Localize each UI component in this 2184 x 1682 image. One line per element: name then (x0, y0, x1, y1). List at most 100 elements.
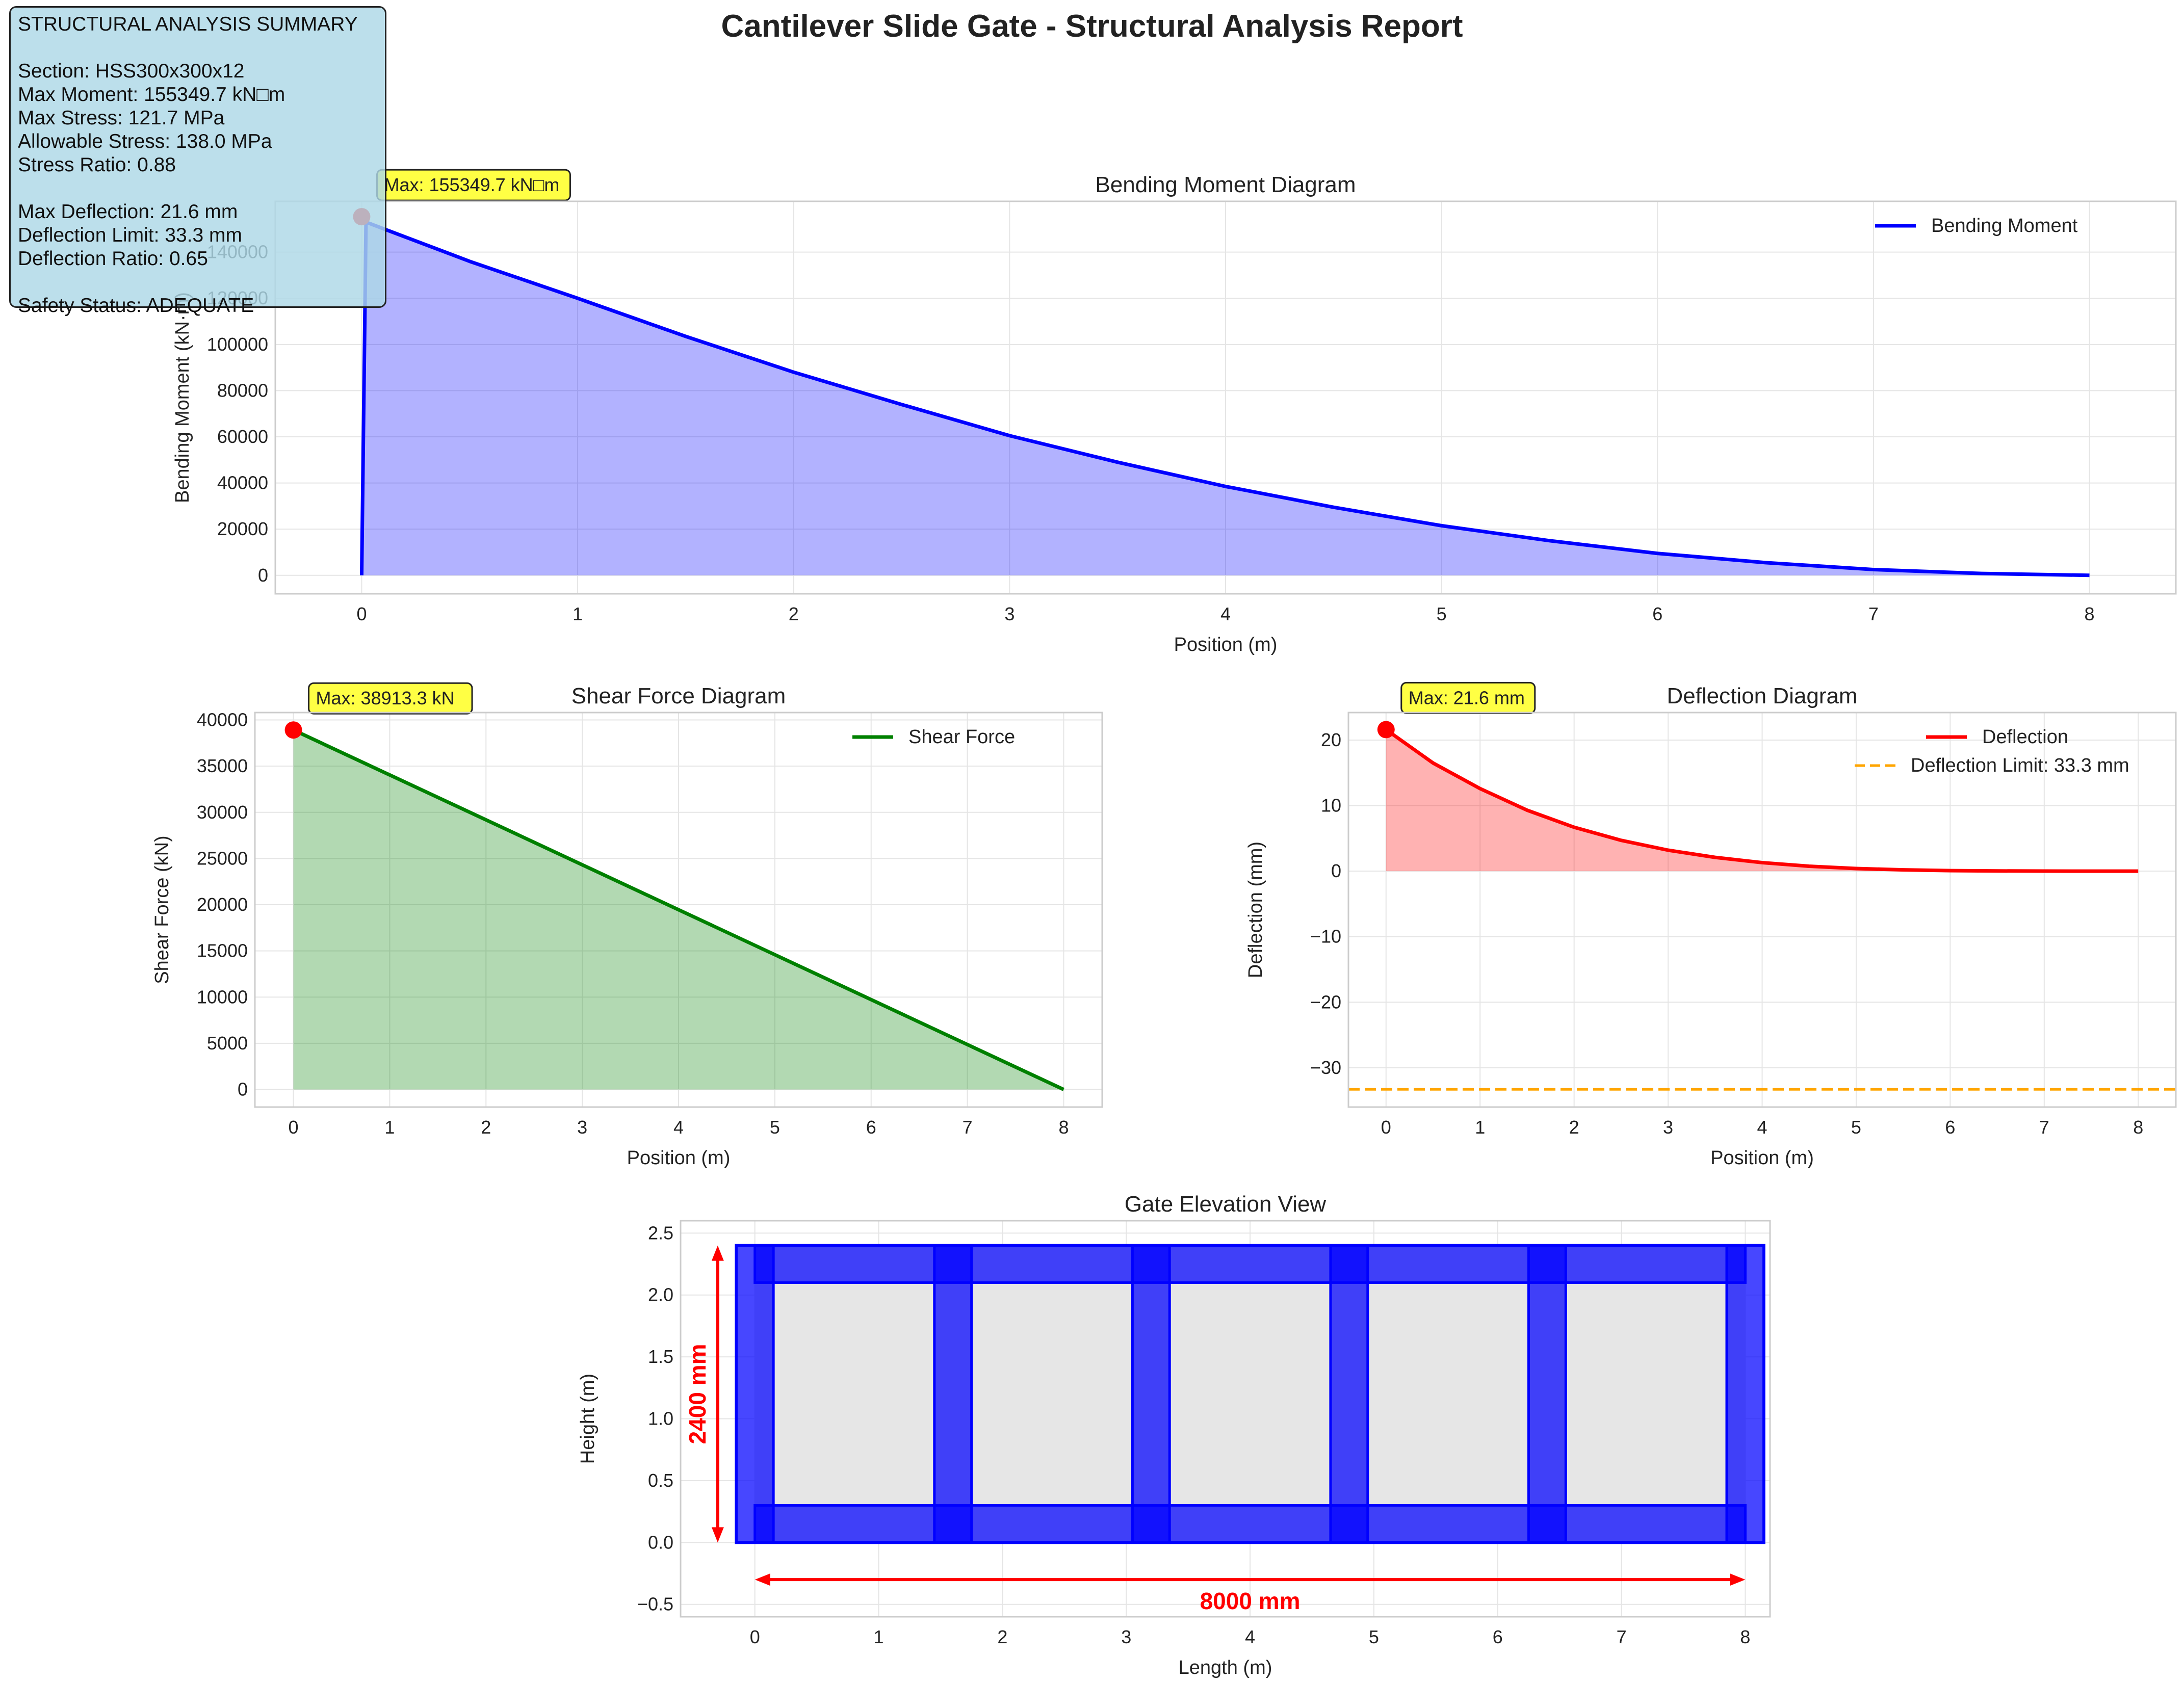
annotation-label: Max: 155349.7 kN□m (384, 174, 559, 195)
plot-frame (680, 1220, 1771, 1618)
y-tick-label: 60000 (217, 426, 268, 447)
legend-label: Deflection (1982, 726, 2068, 748)
x-tick-label: 1 (384, 1117, 395, 1138)
y-axis-label: Deflection (mm) (1245, 842, 1266, 978)
summary-section: Section: HSS300x300x12 (18, 60, 245, 82)
vertical-post (1527, 1244, 1567, 1544)
summary-allowable-stress: Allowable Stress: 138.0 MPa (18, 130, 272, 152)
y-tick-label: 25000 (197, 848, 248, 869)
chart-title: Shear Force Diagram (571, 684, 786, 708)
summary-deflection-limit: Deflection Limit: 33.3 mm (18, 224, 242, 246)
vertical-post (1131, 1244, 1171, 1544)
summary-spacer (18, 271, 378, 294)
moment-plot: 0123456780200004000060000800001000001200… (172, 169, 2177, 655)
x-tick-label: 5 (770, 1117, 780, 1138)
y-tick-label: 0 (238, 1079, 248, 1100)
vertical-post (1725, 1244, 1765, 1544)
y-tick-label: 100000 (207, 334, 268, 355)
y-tick-label: −0.5 (637, 1594, 673, 1615)
x-tick-label: 6 (1945, 1117, 1955, 1138)
chart-title: Gate Elevation View (1125, 1192, 1327, 1217)
x-tick-label: 8 (2133, 1117, 2143, 1138)
shear-max-marker (284, 721, 302, 739)
summary-spacer (18, 36, 378, 60)
y-tick-label: 30000 (197, 802, 248, 823)
x-tick-label: 4 (673, 1117, 684, 1138)
y-tick-label: −10 (1310, 926, 1341, 947)
y-tick-label: 35000 (197, 755, 248, 776)
deflection-area (1386, 729, 2139, 872)
x-tick-label: 6 (1493, 1626, 1503, 1647)
shear-plot: 0 1 2 3 4 5 6 7 8 0 5000 10000 15000 20000 25000 30000 3… (151, 682, 1103, 1169)
y-tick-label: 0.5 (648, 1470, 673, 1491)
arrow-head (1730, 1573, 1746, 1586)
elevation-plot: 0 1 2 3 4 5 6 7 8 −0.5 0.0 0.5 1.0 1.5 2.0 2.5 Gate Elev… (577, 1192, 1771, 1678)
x-tick-label: 2 (997, 1626, 1007, 1647)
x-axis-label: Position (m) (1174, 634, 1278, 655)
x-axis-label: Length (m) (1179, 1657, 1272, 1678)
summary-deflection-ratio: Deflection Ratio: 0.65 (18, 248, 208, 270)
chart-title: Bending Moment Diagram (1095, 172, 1356, 197)
shear-line (293, 728, 1064, 1091)
deflection-plot: 0 1 2 3 4 5 6 7 8 −30 −20 −10 0 10 20 Deflection Diagra… (1245, 681, 2177, 1169)
height-dimension-label: 2400 mm (684, 1344, 711, 1444)
x-tick-label: 5 (1437, 603, 1447, 624)
y-tick-label: 40000 (197, 709, 248, 730)
x-tick-label: 0 (750, 1626, 760, 1647)
x-tick-label: 5 (1851, 1117, 1861, 1138)
x-tick-label: 7 (1617, 1626, 1627, 1647)
x-tick-label: 6 (866, 1117, 876, 1138)
summary-max-stress: Max Stress: 121.7 MPa (18, 107, 225, 129)
y-tick-label: 80000 (217, 380, 268, 401)
y-tick-label: 0 (258, 565, 268, 586)
y-tick-label: 20000 (197, 894, 248, 915)
x-tick-label: 8 (1058, 1117, 1069, 1138)
bottom-rail (753, 1504, 1747, 1544)
deflection-line (1385, 728, 2139, 873)
y-tick-label: 40000 (217, 472, 268, 493)
plots-layer: 0123456780200004000060000800001000001200… (151, 169, 2177, 1678)
y-tick-label: 5000 (207, 1033, 248, 1054)
plot-frame (1347, 712, 2177, 1108)
x-tick-label: 0 (289, 1117, 299, 1138)
x-tick-label: 0 (356, 603, 367, 624)
summary-heading: STRUCTURAL ANALYSIS SUMMARY (18, 13, 358, 35)
y-axis-label: Shear Force (kN) (151, 835, 173, 984)
figure-title: Cantilever Slide Gate - Structural Analy… (721, 9, 1463, 44)
summary-spacer (18, 177, 378, 200)
y-tick-label: 20000 (217, 518, 268, 539)
vertical-post (933, 1244, 973, 1544)
chart-title: Deflection Diagram (1667, 684, 1857, 708)
y-tick-label: 10 (1321, 795, 1341, 816)
x-tick-label: 7 (2039, 1117, 2049, 1138)
x-tick-label: 4 (1220, 603, 1231, 624)
y-tick-label: −30 (1310, 1057, 1341, 1078)
deflection-max-marker (1377, 721, 1395, 739)
x-tick-label: 2 (481, 1117, 491, 1138)
y-tick-label: 1.0 (648, 1408, 673, 1429)
y-tick-label: 15000 (197, 940, 248, 961)
annotation-label: Max: 21.6 mm (1409, 687, 1525, 708)
x-tick-label: 0 (1381, 1117, 1391, 1138)
x-tick-label: 1 (573, 603, 583, 624)
x-tick-label: 8 (2085, 603, 2095, 624)
x-tick-label: 4 (1757, 1117, 1767, 1138)
x-tick-label: 3 (577, 1117, 587, 1138)
x-tick-label: 7 (963, 1117, 973, 1138)
plot-frame (274, 200, 2177, 595)
x-tick-label: 6 (1652, 603, 1662, 624)
legend-label: Deflection Limit: 33.3 mm (1911, 755, 2129, 776)
x-axis-label: Position (m) (627, 1147, 731, 1169)
arrow-head (711, 1245, 724, 1261)
top-rail (753, 1244, 1747, 1284)
x-tick-label: 3 (1663, 1117, 1673, 1138)
annotation-box (308, 682, 473, 715)
moment-line (359, 220, 2090, 577)
legend-label: Shear Force (908, 726, 1015, 748)
vertical-post (735, 1244, 775, 1544)
summary-max-moment: Max Moment: 155349.7 kN□m (18, 84, 285, 106)
vertical-post (1329, 1244, 1369, 1544)
annotation-label: Max: 38913.3 kN (316, 688, 455, 708)
y-tick-label: 20 (1321, 729, 1341, 750)
